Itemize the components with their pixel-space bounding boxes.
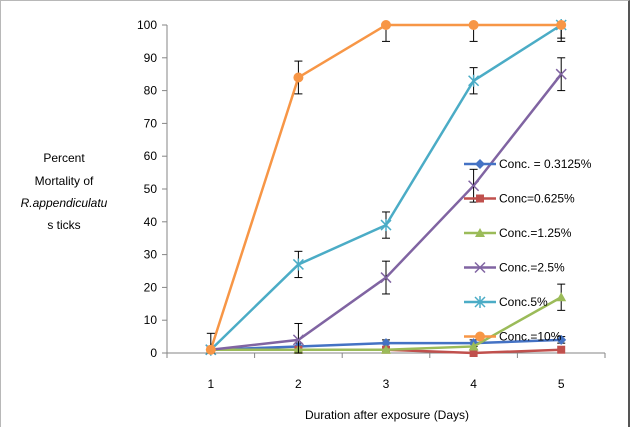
legend-entry: Conc.5% [464,295,548,309]
y-axis-label-line: R.appendiculatu [21,196,108,210]
data-point [292,258,304,271]
data-point [474,261,486,274]
data-point [380,272,392,284]
series-layer [205,19,567,357]
data-point [468,74,480,87]
data-point [555,68,567,80]
y-axis-label-line: Mortality of [35,174,94,188]
y-axis-label-line: Percent [43,151,85,165]
data-point [474,296,486,308]
legend-entry: Conc.=2.5% [464,261,565,275]
data-point [292,334,304,346]
legend-label: Conc. = 0.3125% [499,157,592,171]
legend-label: Conc.5% [499,295,548,309]
x-tick-label: 1 [207,377,214,391]
legend-label: Conc.=1.25% [499,226,572,240]
data-point [381,344,391,354]
axes: 0 10 20 30 40 50 60 70 80 90 100 1 2 3 4 5 [137,18,606,391]
y-tick-label: 70 [144,116,158,130]
data-point [205,344,216,355]
x-axis-label: Duration after exposure (Days) [305,408,469,422]
data-point [381,20,391,30]
x-tick-label: 4 [470,377,477,391]
x-tick-label: 5 [558,377,565,391]
legend: Conc. = 0.3125% Conc=0.625% Conc.=1.25% Con… [464,157,592,344]
legend-entry: Conc.=10% [464,330,562,344]
y-tick-label: 40 [144,215,158,229]
data-point [475,331,485,342]
y-tick-label: 80 [144,84,158,98]
y-tick-label: 100 [137,18,157,32]
data-point [475,159,485,169]
legend-label: Conc.=10% [499,330,562,344]
data-point [476,194,484,203]
y-tick-label: 90 [144,51,158,65]
legend-entry: Conc. = 0.3125% [464,157,592,171]
y-tick-label: 0 [150,346,157,360]
data-point [556,334,567,345]
data-point [468,20,479,30]
y-tick-label: 20 [144,280,158,294]
data-point [380,219,392,232]
data-point [469,349,478,357]
y-axis-label-line: s ticks [47,218,80,232]
legend-entry: Conc.=1.25% [464,226,572,240]
series-conc-2-5 [205,57,567,356]
data-point [468,180,480,192]
data-point [468,341,479,351]
legend-entry: Conc=0.625% [464,192,575,206]
data-point [475,228,485,237]
y-tick-label: 50 [144,182,158,196]
y-tick-label: 60 [144,149,158,163]
y-tick-label: 10 [144,313,158,327]
data-point [557,345,566,354]
x-tick-label: 2 [295,377,302,391]
data-point [381,338,391,349]
data-point [556,20,567,30]
legend-label: Conc=0.625% [499,192,575,206]
data-point [556,292,567,302]
y-axis-label: Percent Mortality of R.appendiculatu s t… [21,151,108,232]
series-conc-10 [205,20,567,355]
x-tick-label: 3 [383,377,390,391]
data-point [293,72,304,83]
legend-label: Conc.=2.5% [499,261,565,275]
y-tick-label: 30 [144,248,158,262]
